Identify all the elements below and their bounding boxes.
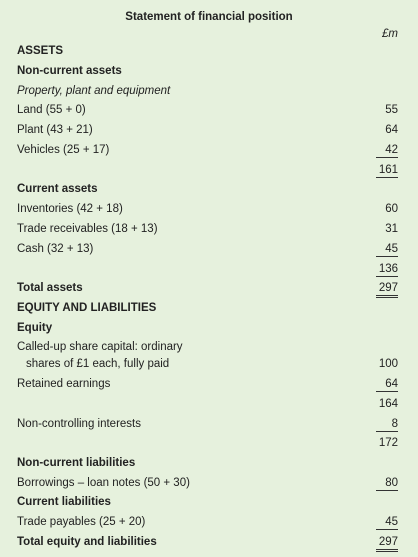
row-label: EQUITY AND LIABILITIES [17, 302, 157, 314]
row-value: 100 [378, 358, 398, 370]
row-value: 161 [376, 163, 398, 178]
row-label: Inventories (42 + 18) [17, 203, 123, 215]
unit: £m [382, 28, 398, 40]
row-label: Retained earnings [17, 378, 111, 390]
row-label: shares of £1 each, fully paid [26, 358, 170, 370]
row-value: 45 [376, 242, 398, 257]
row-label: Non-current liabilities [17, 457, 136, 469]
row-label: Trade receivables (18 + 13) [17, 223, 158, 235]
row-value: 45 [376, 515, 398, 530]
row-value: 164 [378, 398, 398, 410]
row-value: 64 [385, 124, 398, 136]
row-label: Trade payables (25 + 20) [17, 516, 146, 528]
row-label: Total assets [17, 282, 83, 294]
row-label: Cash (32 + 13) [17, 243, 94, 255]
title: Statement of financial position [125, 11, 293, 23]
row-label: Current liabilities [17, 496, 111, 508]
row-label: Property, plant and equipment [17, 85, 171, 97]
row-value: 8 [376, 417, 398, 432]
row-value: 297 [376, 535, 398, 552]
row-value: 64 [376, 377, 398, 392]
row-label: Vehicles (25 + 17) [17, 144, 110, 156]
row-label: ASSETS [17, 45, 64, 57]
row-value: 80 [376, 476, 398, 491]
row-value: 31 [385, 223, 398, 235]
row-label: Land (55 + 0) [17, 104, 86, 116]
row-label: Non-current assets [17, 65, 122, 77]
row-label: Non-controlling interests [17, 418, 142, 430]
row-value: 55 [385, 104, 398, 116]
row-label: Total equity and liabilities [17, 536, 157, 548]
row-value: 136 [376, 262, 398, 277]
row-label: Equity [17, 322, 53, 334]
row-label: Plant (43 + 21) [17, 124, 93, 136]
row-label: Current assets [17, 183, 98, 195]
row-label: Called-up share capital: ordinary [17, 341, 183, 353]
row-label: Borrowings – loan notes (50 + 30) [17, 477, 190, 489]
row-value: 60 [385, 203, 398, 215]
row-value: 297 [376, 281, 398, 298]
row-value: 172 [378, 437, 398, 449]
row-value: 42 [376, 143, 398, 158]
